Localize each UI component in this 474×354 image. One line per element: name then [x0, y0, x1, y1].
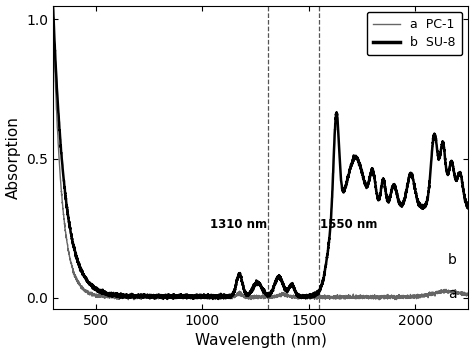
a  PC-1	[225, 296, 230, 300]
b  SU-8	[352, 156, 358, 160]
Text: 1550 nm: 1550 nm	[320, 218, 378, 231]
Line: a  PC-1: a PC-1	[53, 14, 468, 300]
a  PC-1	[352, 295, 357, 299]
Text: 1310 nm: 1310 nm	[210, 218, 267, 231]
b  SU-8	[247, 291, 253, 295]
a  PC-1	[432, 291, 438, 296]
Text: b: b	[448, 253, 457, 267]
b  SU-8	[465, 204, 471, 209]
Y-axis label: Absorption: Absorption	[6, 116, 20, 199]
Text: a: a	[448, 287, 457, 301]
a  PC-1	[453, 290, 459, 294]
a  PC-1	[228, 294, 234, 298]
X-axis label: Wavelength (nm): Wavelength (nm)	[195, 333, 327, 348]
b  SU-8	[215, 297, 221, 301]
b  SU-8	[228, 293, 234, 297]
a  PC-1	[50, 12, 56, 16]
b  SU-8	[432, 133, 438, 137]
a  PC-1	[376, 298, 382, 302]
a  PC-1	[465, 291, 471, 295]
b  SU-8	[50, 4, 56, 8]
b  SU-8	[225, 295, 230, 299]
b  SU-8	[453, 177, 459, 181]
Legend: a  PC-1, b  SU-8: a PC-1, b SU-8	[367, 12, 462, 55]
a  PC-1	[247, 295, 253, 299]
Line: b  SU-8: b SU-8	[53, 6, 468, 299]
